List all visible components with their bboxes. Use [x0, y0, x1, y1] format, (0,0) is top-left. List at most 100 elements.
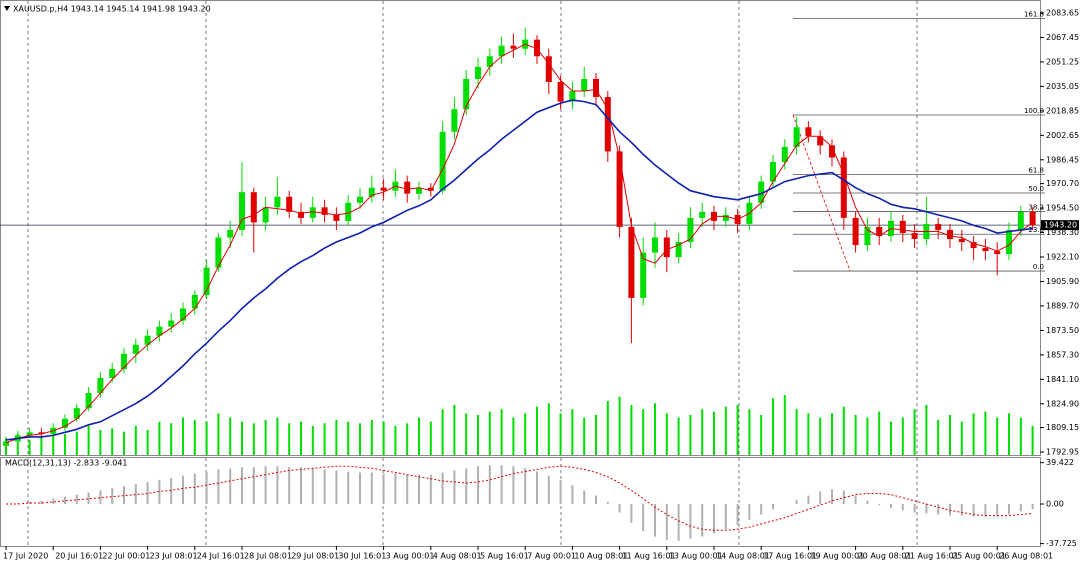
- x-tick-label: 26 Aug 08:01: [999, 552, 1053, 561]
- volume-bar: [28, 440, 31, 455]
- macd-bar: [937, 504, 940, 515]
- candle-body: [652, 237, 658, 253]
- fibo-label: 0.0: [1033, 263, 1044, 271]
- candle-body: [699, 211, 706, 218]
- macd-bar: [536, 471, 538, 505]
- volume-bar: [512, 417, 515, 455]
- macd-bar: [288, 467, 291, 505]
- candle-body: [1006, 229, 1012, 255]
- menu-arrow[interactable]: [4, 6, 10, 11]
- macd-bar: [16, 502, 19, 505]
- macd-bar: [972, 504, 975, 517]
- macd-bar: [913, 504, 916, 513]
- x-tick-label: 4 Aug 08:01: [433, 552, 482, 561]
- candle-body: [85, 393, 92, 409]
- candle-body: [486, 56, 493, 67]
- candle-body: [404, 181, 411, 194]
- macd-bar: [595, 495, 597, 505]
- volume-bar: [960, 421, 963, 455]
- volume-bar: [382, 421, 385, 455]
- macd-bar: [347, 471, 350, 505]
- y-tick-label: 2067.45: [1046, 33, 1079, 42]
- candle-body: [817, 136, 824, 146]
- candle-body: [26, 432, 33, 436]
- volume-bar: [193, 420, 196, 455]
- macd-bar: [64, 496, 66, 505]
- candle-body: [286, 196, 293, 212]
- candle-body: [911, 232, 918, 240]
- macd-bar: [500, 465, 503, 505]
- candle-body: [663, 237, 670, 258]
- macd-bar: [264, 466, 267, 505]
- macd-bar: [52, 498, 55, 505]
- macd-bar: [111, 488, 114, 505]
- macd-bar: [465, 468, 468, 505]
- candle-body: [899, 220, 906, 233]
- macd-bar: [901, 504, 904, 511]
- volume-bar: [264, 420, 267, 455]
- candle-body: [168, 320, 175, 327]
- macd-bar: [689, 504, 692, 539]
- volume-bar: [370, 420, 373, 455]
- fibo-label: 100.0: [1024, 107, 1044, 115]
- macd-bar: [713, 504, 715, 534]
- volume-bar: [477, 415, 479, 455]
- macd-bar: [571, 485, 574, 505]
- candle-body: [451, 109, 458, 132]
- volume-bar: [665, 413, 668, 455]
- macd-bar: [429, 474, 432, 505]
- volume-bar: [252, 423, 255, 455]
- macd-bar: [123, 486, 125, 505]
- macd-bar: [252, 467, 255, 505]
- candle-body: [616, 151, 623, 227]
- macd-bar: [583, 490, 586, 505]
- macd-signal: [6, 465, 1033, 531]
- y-tick-label: 1970.70: [1046, 179, 1079, 188]
- volume-bar: [111, 428, 114, 455]
- last-price-label: 1943.20: [1044, 221, 1077, 230]
- macd-bar: [630, 504, 633, 523]
- macd-bar: [760, 504, 763, 515]
- candle-body: [298, 211, 304, 218]
- volume-bar: [630, 405, 633, 455]
- volume-bar: [182, 417, 184, 455]
- volume-bar: [406, 423, 409, 455]
- volume-bar: [642, 409, 645, 455]
- candle-body: [958, 239, 965, 243]
- candle-body: [781, 146, 788, 162]
- candle-body: [439, 131, 446, 191]
- candle-body: [970, 242, 977, 249]
- volume-bar: [146, 430, 149, 455]
- candle-body: [675, 242, 682, 258]
- candle-body: [333, 214, 340, 221]
- candle-body: [876, 226, 883, 237]
- volume-bar: [772, 398, 774, 455]
- macd-bar: [441, 472, 444, 505]
- macd-bar: [488, 465, 491, 505]
- macd-bar: [146, 481, 149, 505]
- macd-bar: [701, 504, 704, 537]
- candle-body: [345, 202, 352, 221]
- candle-body: [239, 192, 245, 230]
- volume-bar: [701, 409, 704, 455]
- volume-bar: [429, 421, 432, 455]
- candle-body: [62, 418, 68, 428]
- candle-body: [109, 368, 116, 378]
- y-tick-label: 1809.15: [1046, 423, 1079, 432]
- moving-average: [5, 43, 1033, 444]
- y-tick-label: 2002.65: [1046, 131, 1079, 140]
- x-tick-label: 17 Aug 16:01: [763, 552, 817, 561]
- candle-body: [274, 196, 281, 208]
- volume-bar: [75, 431, 78, 455]
- macd-bar: [158, 479, 161, 505]
- candle-body: [982, 248, 989, 252]
- candle-body: [793, 127, 800, 147]
- candle-body: [829, 145, 835, 158]
- macd-y-tick-label: -37.725: [1046, 539, 1077, 548]
- candle-body: [180, 308, 186, 321]
- candle-body: [545, 56, 552, 82]
- macd-bar: [453, 470, 456, 505]
- candle-body: [770, 161, 776, 182]
- volume-bar: [795, 409, 798, 455]
- candle-body: [947, 229, 953, 240]
